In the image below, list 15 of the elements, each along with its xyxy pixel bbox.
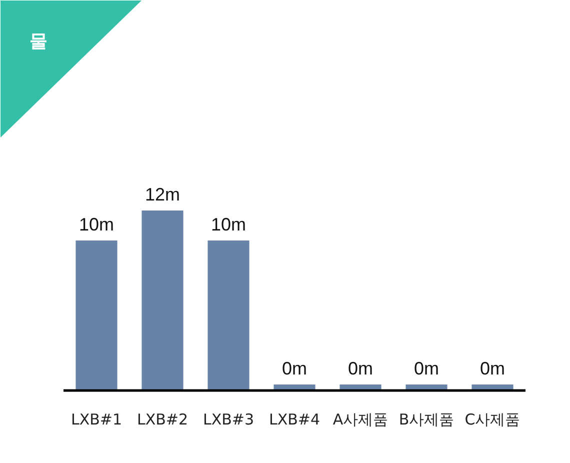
data-label: 12m xyxy=(144,184,180,204)
data-label: 0m xyxy=(414,358,440,378)
x-tick-label: A사제품 xyxy=(332,410,388,428)
x-tick-label: LXB#1 xyxy=(70,410,122,428)
data-label: 10m xyxy=(78,214,114,234)
data-label: 0m xyxy=(348,358,374,378)
x-tick-label: C사제품 xyxy=(464,410,520,428)
x-tick-label: B사제품 xyxy=(398,410,454,428)
chart-title: 물 xyxy=(30,31,48,52)
x-tick-label: LXB#2 xyxy=(136,410,188,428)
x-tick-label: LXB#3 xyxy=(202,410,254,428)
data-label: 0m xyxy=(282,358,308,378)
data-label: 0m xyxy=(480,358,506,378)
x-tick-label: LXB#4 xyxy=(268,410,320,428)
data-label: 10m xyxy=(210,214,246,234)
